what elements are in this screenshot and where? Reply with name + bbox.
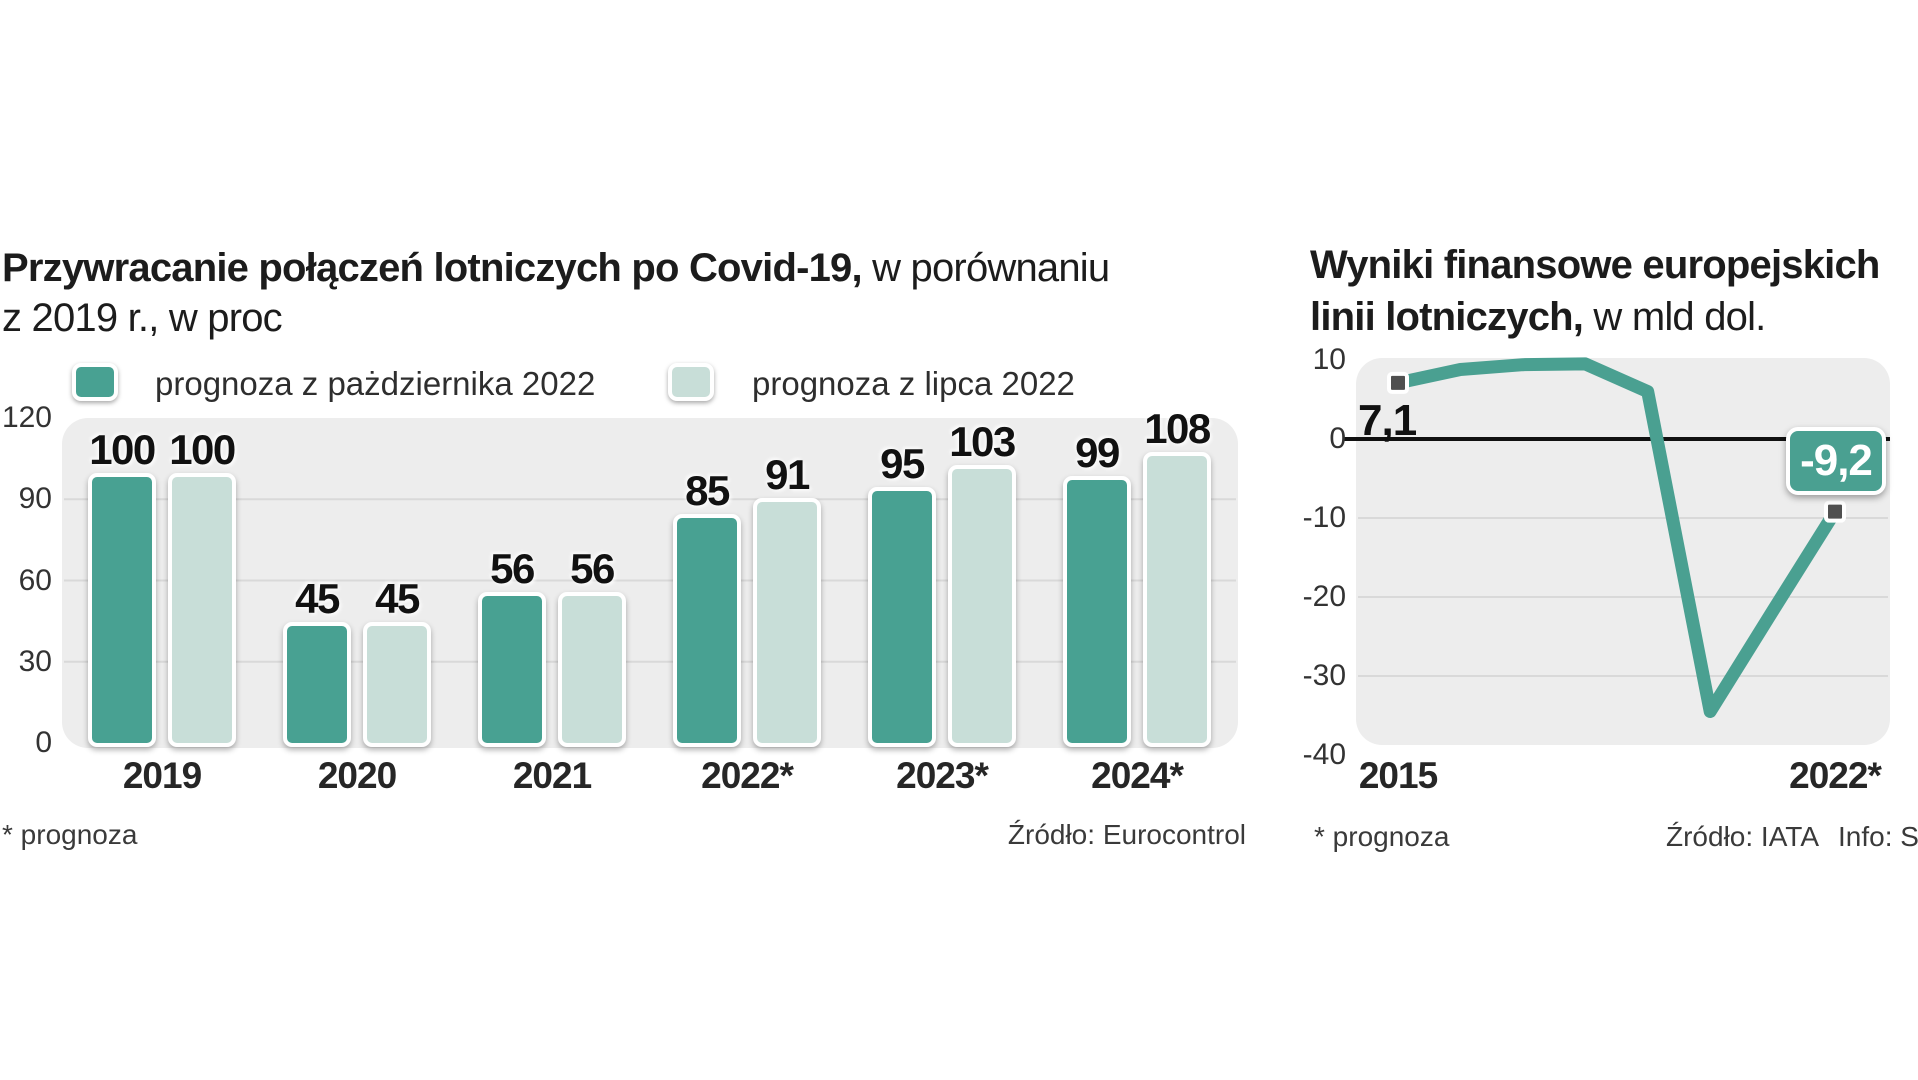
left-chart-title: Przywracanie połączeń lotniczych po Covi… [2, 243, 1110, 293]
left-source: Źródło: Eurocontrol [1007, 819, 1246, 850]
bar-2019-october [88, 473, 156, 747]
left-xtick-2021: 2021 [512, 755, 592, 796]
bar-value-2023*-july: 103 [949, 418, 1016, 465]
bar-2022*-october [673, 514, 741, 747]
bar-value-2019-july: 100 [169, 426, 236, 473]
bar-value-2021-july: 56 [570, 545, 615, 592]
bar-2024*-october [1063, 476, 1131, 747]
right-source: Źródło: IATA [1666, 821, 1820, 852]
bar-2021-october [478, 592, 546, 747]
right-xtick-2015: 2015 [1358, 755, 1438, 796]
left-ytick-30: 30 [18, 644, 52, 678]
right-ytick--30: -30 [1302, 659, 1346, 692]
bar-2023*-october [868, 487, 936, 747]
left-ytick-90: 90 [18, 482, 52, 516]
legend-label-october: prognoza z pażdziernika 2022 [155, 365, 596, 402]
bar-value-2020-july: 45 [375, 575, 420, 622]
bar-value-2023*-october: 95 [880, 440, 925, 487]
bar-value-2019-october: 100 [89, 426, 156, 473]
left-xtick-2022*: 2022* [701, 755, 794, 796]
right-ytick--10: -10 [1302, 501, 1346, 534]
bar-2020-october [283, 622, 351, 747]
left-chart-title-bold: Przywracanie połączeń lotniczych po Covi… [2, 246, 863, 290]
left-xtick-2023*: 2023* [896, 755, 989, 796]
line-end-value-callout: -9,2 [1786, 427, 1886, 495]
right-ytick--40: -40 [1302, 738, 1346, 771]
bar-2022*-july [753, 498, 821, 747]
left-plot-area [62, 418, 1238, 748]
line-start-value-label: 7,1 [1358, 396, 1417, 445]
right-ytick--20: -20 [1302, 580, 1346, 613]
bar-2020-july [363, 622, 431, 747]
left-xtick-2020: 2020 [317, 755, 397, 796]
bar-value-2022*-july: 91 [765, 451, 810, 498]
right-info-credit: Info: S [1838, 821, 1918, 852]
left-xtick-2019: 2019 [122, 755, 202, 796]
right-xtick-2022: 2022* [1789, 755, 1882, 796]
bar-value-2024*-july: 108 [1144, 405, 1211, 452]
left-ytick-120: 120 [1, 401, 52, 435]
left-chart-title-regular: w porównaniu [861, 246, 1110, 290]
right-ytick-10: 10 [1312, 343, 1346, 376]
bar-2019-july [168, 473, 236, 747]
bar-2021-july [558, 592, 626, 747]
left-chart-subtitle: z 2019 r., w proc [2, 296, 283, 340]
bar-value-2024*-october: 99 [1075, 429, 1120, 476]
left-footnote-prognoza: * prognoza [2, 819, 138, 850]
left-ytick-60: 60 [18, 563, 52, 597]
bar-2023*-july [948, 465, 1016, 747]
right-chart-title-line1: Wyniki finansowe europejskich [1310, 243, 1880, 287]
right-chart-title-line2: linii lotniczych, w mld dol. [1310, 295, 1766, 339]
legend-swatch-october [72, 363, 118, 401]
bar-2024*-july [1143, 452, 1211, 747]
legend-label-july: prognoza z lipca 2022 [752, 365, 1075, 402]
bar-value-2021-october: 56 [490, 545, 535, 592]
legend-swatch-july [668, 363, 714, 401]
left-xtick-2024*: 2024* [1091, 755, 1184, 796]
left-ytick-0: 0 [35, 726, 52, 759]
right-footnote-prognoza: * prognoza [1314, 821, 1450, 852]
bar-value-2022*-october: 85 [685, 467, 730, 514]
right-ytick-0: 0 [1329, 422, 1346, 455]
bar-value-2020-october: 45 [295, 575, 340, 622]
